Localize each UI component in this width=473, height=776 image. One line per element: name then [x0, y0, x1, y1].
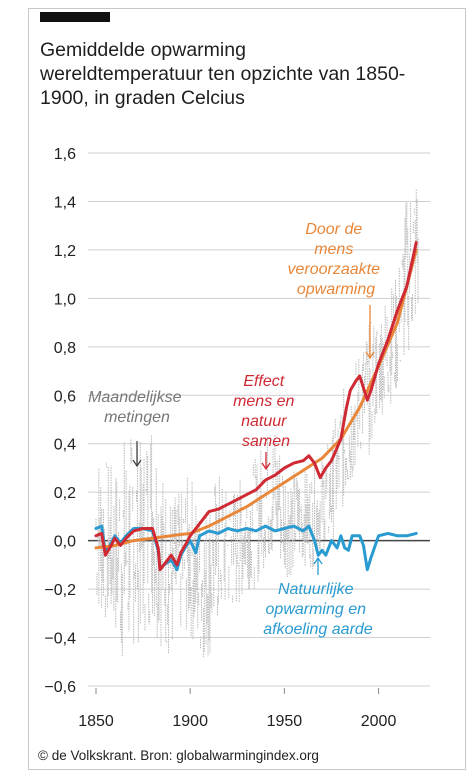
- y-tick-label: 0,8: [54, 340, 76, 357]
- title-line-3: 1900, in graden Celcius: [40, 87, 245, 109]
- source-credit: © de Volkskrant. Bron: globalwarminginde…: [38, 748, 319, 763]
- monthly-measurements: [95, 189, 419, 658]
- x-axis-tick-labels: 1850 1900 1950 2000: [78, 713, 396, 730]
- y-tick-label: 1,2: [54, 243, 76, 260]
- annotation-natural-line1: Natuurlijke: [278, 581, 354, 598]
- annotations: Maandelijkse metingen Door de mens veroo…: [88, 221, 385, 638]
- annotation-measurements-line1: Maandelijkse: [88, 389, 181, 406]
- brand-bar: [40, 12, 110, 22]
- y-tick-label: 0,6: [54, 388, 76, 405]
- annotation-measurements: Maandelijkse metingen: [88, 389, 186, 426]
- chart-frame: [28, 8, 466, 770]
- title-line-1: Gemiddelde opwarming: [40, 39, 246, 61]
- x-tick-label: 1950: [267, 713, 303, 730]
- annotation-human: Door de mens veroorzaakte opwarming: [288, 221, 385, 298]
- annotation-combined-line3: natuur: [241, 413, 287, 430]
- title-line-2: wereldtemperatuur ten opzichte van 1850-: [40, 63, 406, 85]
- series-line-combined: [94, 241, 418, 572]
- annotation-human-line3: veroorzaakte: [288, 261, 381, 278]
- annotation-natural-line2: opwarming en: [266, 601, 367, 618]
- annotation-combined-line4: samen: [242, 433, 290, 450]
- annotation-natural: Natuurlijke opwarming en afkoeling aarde: [263, 581, 373, 638]
- annotation-arrows: [132, 305, 375, 575]
- annotation-human-line2: mens: [314, 241, 353, 258]
- annotation-combined: Effect mens en natuur samen: [233, 373, 299, 450]
- y-tick-label: −0,4: [44, 631, 76, 648]
- y-tick-label: −0,6: [44, 679, 76, 696]
- arrow-measurements-head: [132, 459, 142, 468]
- arrow-natural-head: [313, 556, 323, 565]
- annotation-combined-line2: mens en: [233, 393, 294, 410]
- x-tick-label: 2000: [361, 713, 397, 730]
- y-tick-label: 1,4: [54, 194, 76, 211]
- y-tick-label: 0,0: [54, 534, 76, 551]
- series-line-human: [94, 248, 418, 550]
- annotation-human-line4: opwarming: [297, 281, 375, 298]
- annotation-measurements-line2: metingen: [104, 409, 170, 426]
- arrow-human-head: [365, 351, 375, 360]
- y-axis-tick-labels: −0,6 −0,4 −0,2 0,0 0,2 0,4 0,6 0,8 1,0 1,2 1,4 1,6: [44, 146, 76, 696]
- x-tick-label: 1900: [172, 713, 208, 730]
- series-lines: [94, 241, 418, 572]
- y-tick-label: 0,2: [54, 485, 76, 502]
- arrow-combined-head: [261, 462, 271, 471]
- annotation-human-line1: Door de: [305, 221, 362, 238]
- y-tick-label: 0,4: [54, 437, 76, 454]
- y-tick-label: −0,2: [44, 582, 76, 599]
- y-tick-label: 1,0: [54, 291, 76, 308]
- annotation-natural-line3: afkoeling aarde: [263, 621, 373, 638]
- annotation-combined-line1: Effect: [243, 373, 284, 390]
- x-tick-label: 1850: [78, 713, 114, 730]
- y-tick-label: 1,6: [54, 146, 76, 163]
- chart-title: Gemiddelde opwarming wereldtemperatuur t…: [40, 38, 450, 110]
